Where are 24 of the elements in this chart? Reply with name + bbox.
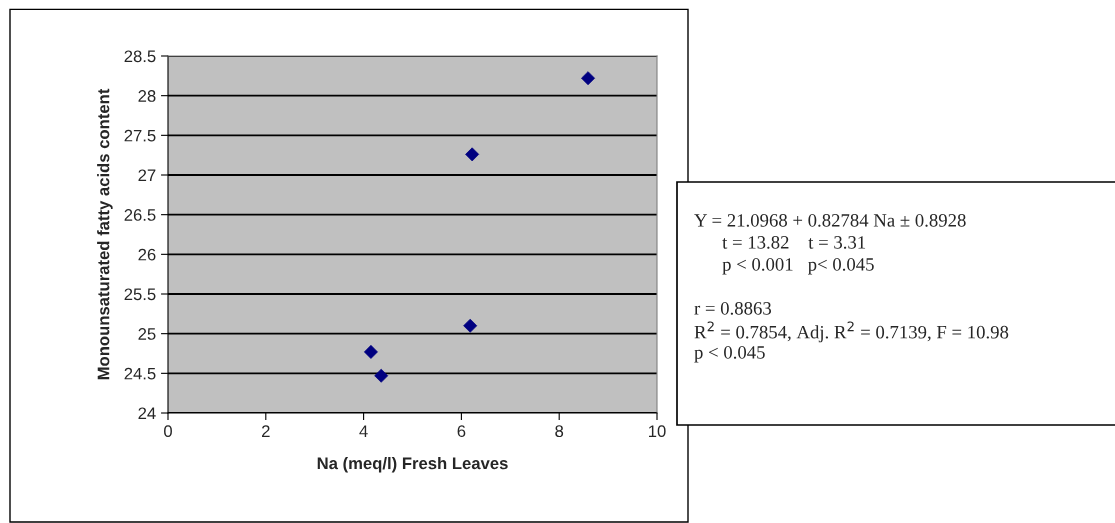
- text: t = 13.82 t = 3.31: [722, 236, 866, 249]
- text: Y = 21.0968 + 0.82784 Na ± 0.8928: [694, 214, 966, 227]
- y-tick-label: 24: [138, 407, 156, 420]
- text: r = 0.8863: [694, 302, 772, 315]
- x-tick-label: 0: [164, 425, 172, 438]
- y-tick-label: 25.5: [124, 288, 156, 301]
- text: p < 0.001 p< 0.045: [722, 258, 874, 275]
- y-tick-label: 27.5: [124, 129, 156, 142]
- x-tick-label: 6: [457, 425, 466, 438]
- text: R$^{2}$ = 0.7854, Adj. R$^{2}$ = 0.7139, F = 10.98: [694, 321, 1009, 343]
- x-axis-title: Na (meq/l) Fresh Leaves: [317, 457, 508, 473]
- text: p < 0.045: [694, 346, 765, 363]
- y-tick-label: 26.5: [124, 209, 156, 221]
- x-tick-label: 8: [555, 425, 564, 438]
- y-tick-label: 24.5: [124, 367, 156, 380]
- y-tick-label: 25: [138, 328, 156, 340]
- x-tick-label: 4: [359, 425, 368, 437]
- x-tick-label: 10: [649, 425, 666, 438]
- y-tick-label: 28.5: [124, 50, 156, 63]
- y-tick-label: 26: [138, 248, 156, 261]
- y-axis-title: Monounsaturated fatty acids content: [97, 88, 113, 380]
- x-tick-label: 2: [262, 425, 270, 437]
- y-tick-label: 28: [138, 90, 156, 102]
- y-tick-label: 27: [138, 169, 156, 182]
